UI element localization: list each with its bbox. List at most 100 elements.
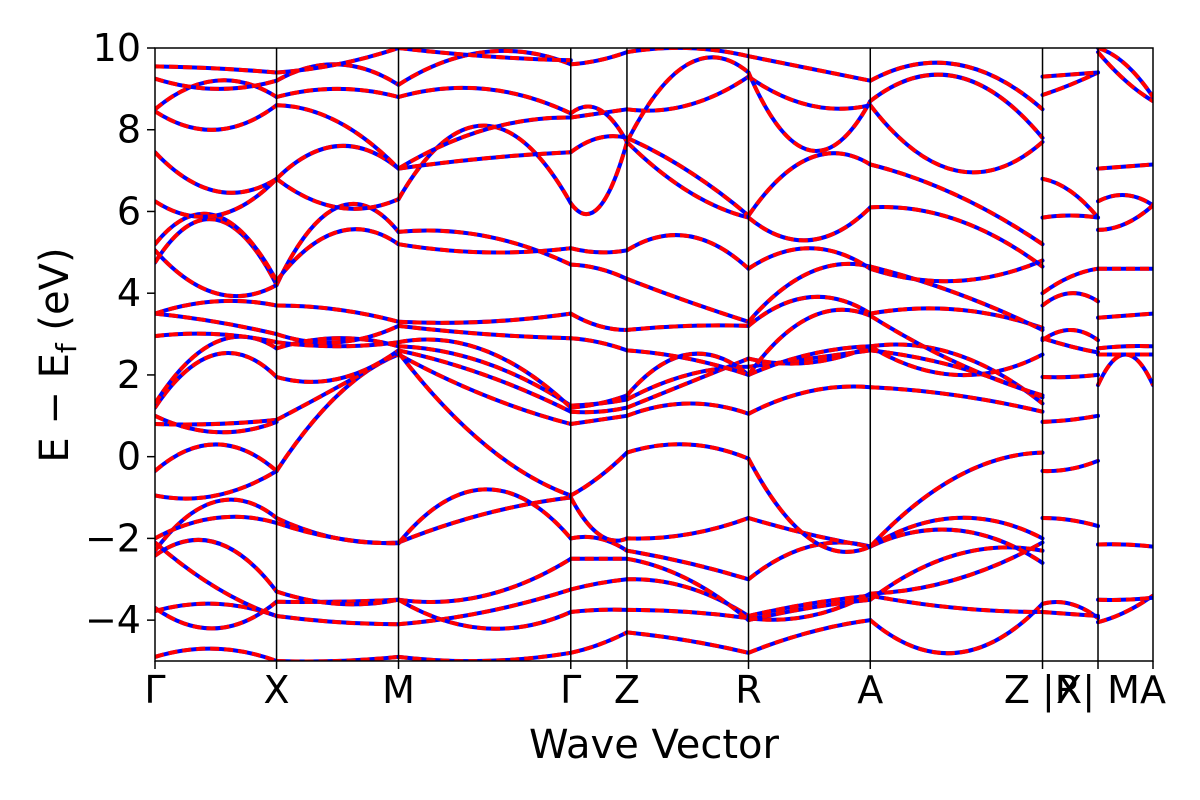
- band-line-dft: [869, 264, 1044, 332]
- band-line-dft: [1097, 593, 1153, 625]
- band-line-dft: [275, 324, 400, 345]
- band-line-dft: [626, 74, 750, 113]
- band-line-dft: [155, 417, 277, 427]
- band-line-dft: [869, 593, 1043, 614]
- band-line-dft: [1097, 48, 1153, 99]
- band-line-dft: [570, 413, 628, 426]
- y-axis-label-unit: (eV): [32, 247, 78, 343]
- band-line-dft: [276, 48, 400, 75]
- band-line-dft: [626, 348, 750, 377]
- band-line-dft: [398, 150, 571, 171]
- band-line-dft: [397, 115, 571, 171]
- x-tick-label: A: [1140, 668, 1166, 712]
- y-tick-label: 6: [117, 189, 141, 233]
- band-line-dft: [276, 303, 400, 324]
- band-line-dft: [869, 72, 1045, 140]
- band-line-dft: [155, 311, 278, 337]
- band-line-dft: [155, 78, 278, 111]
- band-line-dft: [155, 334, 278, 405]
- band-line-dft: [748, 593, 871, 618]
- band-line-dft: [397, 495, 572, 545]
- band-line-dft: [155, 64, 277, 75]
- band-line-dft: [155, 646, 278, 661]
- band-line-dft: [868, 450, 1043, 548]
- band-line-model: [868, 601, 1045, 656]
- band-line-dft: [869, 314, 1044, 398]
- band-line-dft: [869, 306, 1044, 330]
- band-line-dft: [747, 344, 871, 377]
- band-line-dft: [747, 246, 872, 271]
- x-tick-label: X: [264, 668, 290, 712]
- band-line-dft: [746, 71, 873, 153]
- band-line-dft: [275, 143, 400, 181]
- band-line-dft: [625, 233, 750, 271]
- band-line-dft: [569, 451, 629, 498]
- band-line-dft: [396, 123, 573, 205]
- x-tick-label: Z: [614, 668, 640, 712]
- band-line-dft: [869, 162, 1044, 246]
- band-line-dft: [1041, 336, 1099, 355]
- band-line-dft: [155, 150, 278, 195]
- band-line-dft: [748, 54, 871, 83]
- x-axis-label: Wave Vector: [529, 722, 780, 768]
- y-tick-label: 10: [93, 26, 141, 70]
- y-ticks-group: 10 8 6 4 2 0 −2 −4: [85, 26, 155, 642]
- band-line-dft: [276, 597, 399, 604]
- band-line-dft: [625, 55, 750, 143]
- band-line-dft: [1042, 516, 1099, 529]
- band-line-dft: [155, 469, 278, 501]
- band-line-dft: [870, 385, 1043, 414]
- band-line-dft: [748, 348, 871, 369]
- band-line-dft: [155, 76, 278, 91]
- band-line-dft: [1041, 266, 1099, 295]
- band-line-dft: [276, 103, 400, 170]
- band-line-dft: [1042, 70, 1099, 79]
- band-line-dft: [1097, 311, 1153, 320]
- band-line-dft: [1097, 344, 1153, 351]
- band-line-dft: [155, 442, 278, 473]
- band-line-dft: [398, 344, 572, 408]
- band-line-dft: [570, 630, 628, 655]
- band-line-dft: [570, 577, 628, 592]
- band-line-dft: [569, 496, 628, 543]
- band-line-dft: [275, 177, 400, 211]
- band-line-dft: [155, 248, 278, 299]
- band-line-dft: [746, 307, 872, 377]
- band-line-dft: [868, 103, 1044, 175]
- band-line-dft: [869, 258, 1044, 284]
- band-line-dft: [1041, 291, 1100, 308]
- band-line-dft: [1042, 372, 1099, 380]
- x-tick-label: Γ: [560, 668, 581, 712]
- band-line-dft: [626, 442, 750, 461]
- band-line-dft: [276, 348, 400, 384]
- band-line-dft: [746, 261, 871, 324]
- band-line-dft: [398, 228, 572, 267]
- band-line-dft: [276, 86, 400, 99]
- x-tick-label: Z |R: [1004, 668, 1081, 713]
- band-line-dft: [275, 589, 399, 607]
- band-line-dft: [748, 344, 872, 366]
- y-tick-label: −2: [85, 516, 141, 560]
- band-line-dft: [397, 85, 572, 116]
- band-line-dft: [276, 340, 399, 349]
- band-line-dft: [398, 48, 571, 63]
- band-line-dft: [570, 336, 628, 353]
- band-line-dft: [1042, 458, 1099, 474]
- band-line-dft: [397, 597, 572, 631]
- band-line-dft: [870, 540, 1044, 596]
- band-line-dft: [747, 618, 871, 655]
- band-line-dft: [1097, 595, 1153, 602]
- band-line-dft: [155, 514, 278, 541]
- band-line-dft: [1041, 70, 1099, 97]
- band-line-dft: [155, 601, 278, 618]
- band-line-dft: [626, 323, 749, 332]
- band-line-dft: [398, 587, 572, 627]
- band-line-model: [868, 545, 1045, 602]
- band-line-dft: [275, 350, 400, 422]
- band-line-dft: [398, 337, 573, 410]
- band-line-dft: [869, 527, 1044, 565]
- band-line-dft: [626, 556, 750, 622]
- band-line-dft: [1096, 50, 1153, 103]
